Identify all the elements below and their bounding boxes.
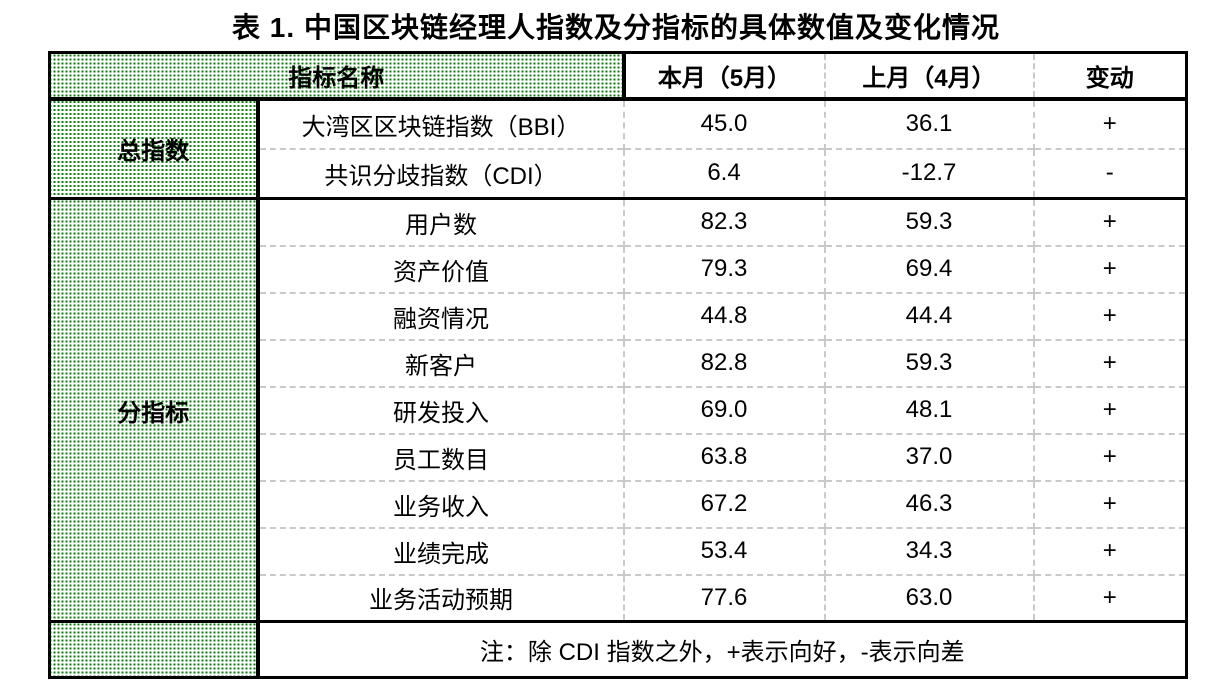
table-row-users: 分指标 用户数 82.3 59.3 + <box>49 197 1187 622</box>
cell-previous-value: 69.4 <box>823 244 1034 293</box>
page-title: 表 1. 中国区块链经理人指数及分指标的具体数值及变化情况 <box>232 12 1000 43</box>
cell-change: + <box>1032 432 1187 481</box>
cell-indicator-name: 新客户 <box>257 338 624 387</box>
cell-current-value: 82.8 <box>622 338 825 387</box>
table-row-bbi: 总指数 大湾区区块链指数（BBI） 45.0 36.1 + <box>49 98 1187 199</box>
note-pattern-cell <box>49 620 260 678</box>
cell-indicator-name: 共识分歧指数（CDI） <box>257 147 624 199</box>
cell-previous-value: 34.3 <box>823 526 1034 575</box>
table-header-row: 指标名称 本月（5月） 上月（4月） 变动 <box>49 52 1187 101</box>
header-cell-current-month: 本月（5月） <box>623 52 825 101</box>
cell-current-value: 44.8 <box>622 291 825 340</box>
cell-previous-value: 37.0 <box>823 432 1034 481</box>
cell-change: + <box>1032 479 1187 528</box>
header-cell-change: 变动 <box>1032 52 1187 101</box>
cell-change: + <box>1032 98 1187 149</box>
cell-previous-value: 59.3 <box>823 338 1034 387</box>
note-row: 注：除 CDI 指数之外，+表示向好，-表示向差 <box>49 620 1187 678</box>
cell-current-value: 6.4 <box>622 147 825 199</box>
table-row-new-clients: 新客户 82.8 59.3 + <box>50 338 1187 387</box>
cell-previous-value: 48.1 <box>823 385 1034 434</box>
table-row-rd-investment: 研发投入 69.0 48.1 + <box>50 385 1187 434</box>
group-cell-sub-index: 分指标 <box>49 197 260 622</box>
cell-current-value: 69.0 <box>622 385 825 434</box>
cell-indicator-name: 资产价值 <box>257 244 624 293</box>
note-text: 注：除 CDI 指数之外，+表示向好，-表示向差 <box>257 620 1187 678</box>
cell-current-value: 79.3 <box>622 244 825 293</box>
header-cell-previous-month: 上月（4月） <box>823 52 1034 101</box>
cell-previous-value: 46.3 <box>823 479 1034 528</box>
cell-indicator-name: 研发投入 <box>257 385 624 434</box>
cell-previous-value: 36.1 <box>823 98 1034 149</box>
index-data-table: 指标名称 本月（5月） 上月（4月） 变动 总指数 大湾区区块链指数（BBI） … <box>48 51 1188 679</box>
cell-change: + <box>1032 291 1187 340</box>
cell-current-value: 45.0 <box>622 98 825 149</box>
table-row-activity-expectation: 业务活动预期 77.6 63.0 + <box>50 573 1187 622</box>
cell-previous-value: -12.7 <box>823 147 1034 199</box>
cell-change: + <box>1032 385 1187 434</box>
cell-current-value: 77.6 <box>622 573 825 622</box>
table-row-employees: 员工数目 63.8 37.0 + <box>50 432 1187 481</box>
cell-indicator-name: 业绩完成 <box>257 526 624 575</box>
header-cell-indicator-name: 指标名称 <box>49 52 626 101</box>
table-row-business-income: 业务收入 67.2 46.3 + <box>50 479 1187 528</box>
cell-change: + <box>1032 526 1187 575</box>
cell-indicator-name: 大湾区区块链指数（BBI） <box>301 113 581 141</box>
cell-previous-value: 59.3 <box>823 197 1034 246</box>
cell-indicator-name: 融资情况 <box>257 291 624 340</box>
cell-change: + <box>1032 338 1187 387</box>
cell-indicator-name: 用户数 <box>257 197 624 246</box>
cell-previous-value: 44.4 <box>823 291 1034 340</box>
table-row-performance: 业绩完成 53.4 34.3 + <box>50 526 1187 575</box>
cell-current-value: 63.8 <box>622 432 825 481</box>
cell-change: + <box>1032 573 1187 622</box>
cell-current-value: 53.4 <box>622 526 825 575</box>
table-row-financing: 融资情况 44.8 44.4 + <box>50 291 1187 340</box>
cell-change: - <box>1032 147 1187 199</box>
cell-indicator-name: 业务收入 <box>257 479 624 528</box>
cell-change: + <box>1032 197 1187 246</box>
cell-previous-value: 63.0 <box>823 573 1034 622</box>
cell-current-value: 67.2 <box>622 479 825 528</box>
table-row-asset-value: 资产价值 79.3 69.4 + <box>50 244 1187 293</box>
cell-indicator-name: 业务活动预期 <box>257 573 624 622</box>
cell-change: + <box>1032 244 1187 293</box>
cell-current-value: 82.3 <box>622 197 825 246</box>
table-row-cdi: 共识分歧指数（CDI） 6.4 -12.7 - <box>50 147 1187 199</box>
cell-indicator-name: 员工数目 <box>257 432 624 481</box>
group-cell-total-index: 总指数 <box>49 98 260 199</box>
